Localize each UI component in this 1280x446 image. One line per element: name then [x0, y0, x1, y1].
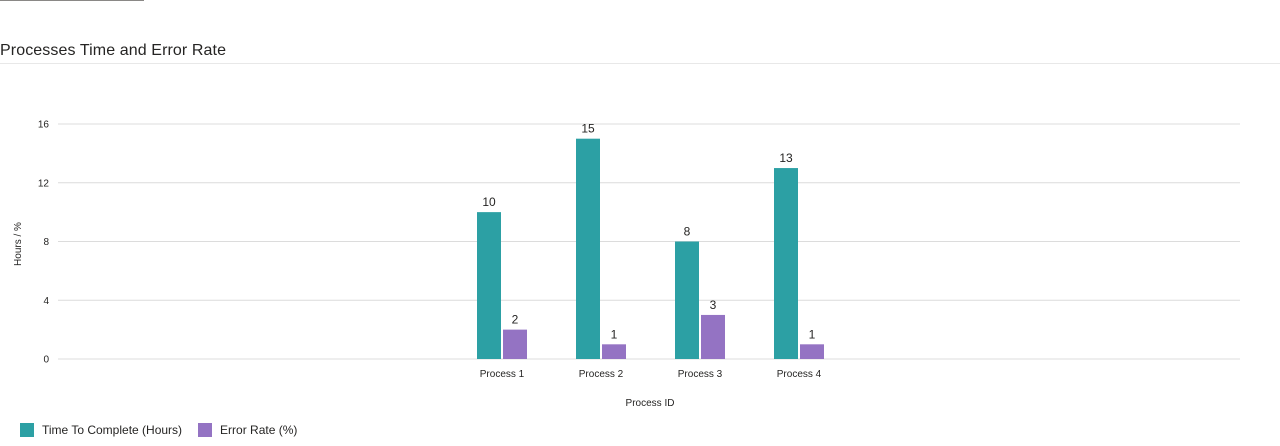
data-label: 10 [482, 195, 496, 209]
bar-error-3[interactable] [701, 314, 725, 359]
y-tick-label: 12 [38, 178, 50, 189]
data-label: 1 [809, 327, 816, 341]
bar-error-4[interactable] [800, 344, 824, 359]
y-tick-label: 0 [43, 355, 49, 366]
data-labels: 10 2 15 1 8 3 13 1 [482, 122, 815, 342]
bar-error-2[interactable] [602, 344, 626, 359]
x-tick-label: Process 3 [678, 369, 723, 380]
title-divider [0, 63, 1280, 64]
x-axis-title: Process ID [626, 398, 675, 409]
data-label: 2 [512, 313, 519, 327]
legend-swatch-time [20, 423, 34, 437]
chart-title: Processes Time and Error Rate [0, 42, 227, 59]
y-tick-label: 16 [38, 120, 50, 131]
x-tick-label: Process 2 [579, 369, 624, 380]
legend-swatch-error [198, 423, 213, 437]
x-tick-label: Process 4 [777, 369, 822, 380]
data-label: 8 [684, 225, 691, 239]
bars [477, 138, 824, 360]
bar-time-4[interactable] [774, 168, 798, 359]
y-axis-title: Hours / % [13, 222, 24, 266]
y-tick-label: 8 [43, 237, 49, 248]
bar-time-3[interactable] [675, 241, 699, 360]
data-label: 15 [581, 122, 595, 136]
x-tick-label: Process 1 [480, 369, 525, 380]
legend-item-time[interactable]: Time To Complete (Hours) [20, 423, 182, 437]
y-tick-label: 4 [43, 296, 49, 307]
bar-error-1[interactable] [503, 329, 527, 359]
legend-label-time: Time To Complete (Hours) [42, 423, 183, 437]
x-axis-ticks: Process 1 Process 2 Process 3 Process 4 [480, 369, 822, 380]
top-underline [0, 0, 144, 1]
legend-item-error[interactable]: Error Rate (%) [198, 423, 297, 437]
data-label: 1 [611, 327, 618, 341]
data-label: 3 [710, 298, 717, 312]
legend: Time To Complete (Hours) Error Rate (%) [20, 423, 297, 437]
bar-time-2[interactable] [576, 138, 600, 359]
bar-time-1[interactable] [477, 212, 501, 359]
legend-label-error: Error Rate (%) [220, 423, 298, 437]
data-label: 13 [779, 151, 793, 165]
